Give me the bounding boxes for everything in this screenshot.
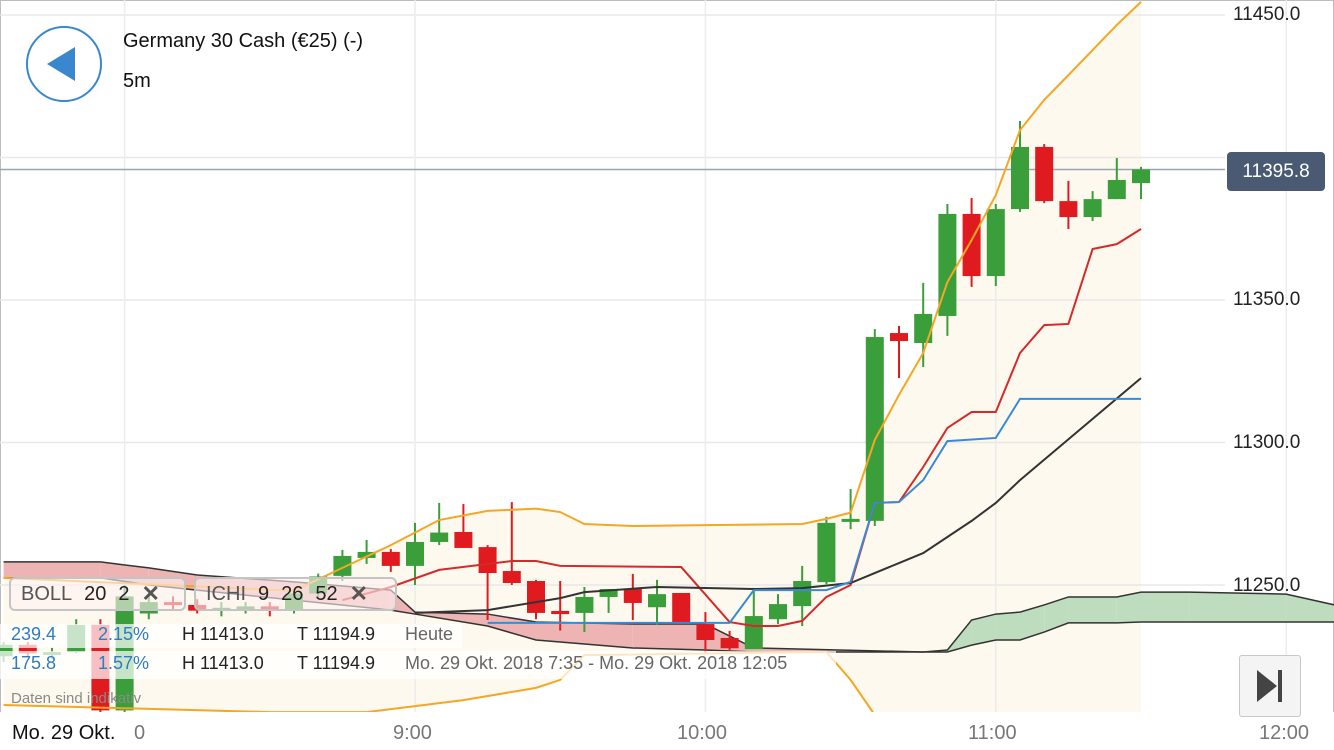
candle-body [18,644,37,654]
x-axis-area [0,712,1334,750]
candle-body [502,571,521,584]
candle-body [938,213,957,316]
candle-body [1011,146,1029,210]
ichimoku-cloud-segment [1286,594,1334,623]
ichimoku-cloud-segment [3,561,101,578]
candle-body [696,624,715,641]
change-percent: 1.57% [98,653,150,673]
candle-body [720,638,739,649]
candle-body [551,610,570,615]
candle-body [914,313,933,344]
scroll-to-end-button[interactable] [1239,655,1301,717]
candle-body [430,532,449,542]
back-button[interactable] [26,26,102,102]
disclaimer: Daten sind indikativ [11,690,142,707]
candle-body [890,333,908,342]
instrument-title: Germany 30 Cash (€25) (-) [123,30,364,52]
low-value: T 11194.9 [297,624,376,644]
candle-body [793,581,812,607]
change-percent: 2.15% [98,624,150,644]
close-icon[interactable]: ✕ [141,581,160,606]
candle-body [406,541,424,566]
low-value: T 11194.9 [297,653,376,673]
ichimoku-cloud-segment [1044,596,1069,633]
x-tick-label-partial: 0 [134,722,146,744]
skip-end-icon [1257,670,1277,702]
candle-body [744,616,763,650]
y-tick-label: 11250.0 [1233,575,1301,596]
candle-body [769,604,787,620]
candle-body [1035,146,1054,202]
candle-body [817,522,836,583]
ichimoku-cloud-segment [1068,596,1117,623]
ichimoku-kijun-line [414,377,1142,614]
candle-body [1107,180,1126,200]
bollinger-middle-line [342,228,1142,628]
change-value: 239.4 [11,624,57,644]
last-price-tag: 11395.8 [1227,152,1325,191]
candle-body [575,596,594,613]
back-triangle-icon [47,47,75,81]
candle-body [381,551,400,566]
candle-body [865,337,884,521]
candle-body [648,594,666,608]
candle-body [599,588,618,597]
bollinger-band-fill [3,1,1142,742]
ichimoku-cloud-segment [971,614,996,646]
candle-body [454,531,473,548]
period-label: Mo. 29 Okt. 2018 7:35 - Mo. 29 Okt. 2018… [405,653,788,673]
indicator-chip-boll[interactable]: BOLL 20 2 ✕ [9,577,186,611]
ichimoku-cloud-segment [1116,592,1141,623]
x-tick-label: 10:00 [677,722,728,744]
bollinger-upper-line [3,1,1142,592]
ichimoku-cloud-segment [1189,592,1287,623]
change-value: 175.8 [11,653,57,673]
y-tick-label: 11350.0 [1233,289,1301,310]
date-label: Mo. 29 Okt. [12,722,120,745]
y-tick-label: 11300.0 [1233,432,1301,453]
candle-body [841,518,860,522]
candle-body [478,547,497,574]
indicator-param: 9 [258,582,270,605]
ichimoku-cloud-segment [632,624,706,650]
close-icon[interactable]: ✕ [349,581,369,606]
indicator-name: BOLL [21,582,73,605]
indicator-param: 20 [84,582,107,605]
candle-body [1132,169,1150,184]
x-tick-label: 9:00 [393,722,432,744]
candle-body [0,644,13,657]
y-tick-label: 11450.0 [1233,4,1301,25]
high-value: H 11413.0 [182,653,264,673]
candle-body [672,592,691,623]
ichimoku-cloud-segment [1020,604,1045,641]
ichimoku-cloud-segment [1141,592,1190,623]
candle-body [527,581,545,613]
candle-body [962,213,981,277]
interval-label[interactable]: 5m [123,70,151,92]
candle-body [357,551,376,558]
candle-body [986,209,1005,277]
indicator-name: ICHI [206,582,246,605]
x-tick-label: 11:00 [968,722,1017,744]
ichimoku-cloud-segment [995,612,1020,641]
ichimoku-tenkan-line [487,397,1141,624]
candle-body [623,588,642,603]
x-tick-label: 12:00 [1259,722,1310,744]
indicator-chip-ichi[interactable]: ICHI 9 26 52 ✕ [194,577,397,611]
indicator-param: 52 [315,582,338,605]
high-value: H 11413.0 [182,624,264,644]
candle-body [1083,199,1102,218]
indicator-param: 2 [118,582,130,605]
indicator-param: 26 [281,582,304,605]
candle-body [1059,201,1078,218]
period-label: Heute [405,624,454,644]
